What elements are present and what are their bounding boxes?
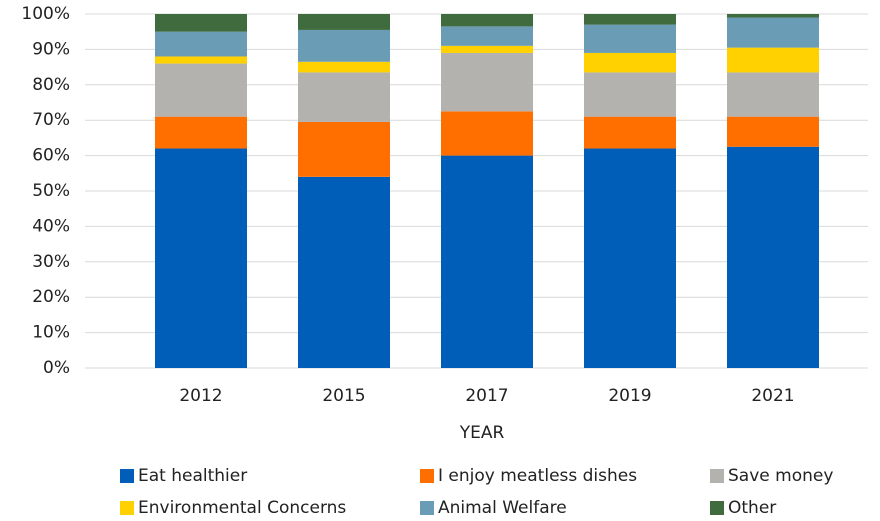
bar-segment bbox=[298, 29, 390, 62]
bar-segment bbox=[584, 52, 676, 73]
bar-segment bbox=[584, 14, 676, 25]
legend-label: Save money bbox=[728, 466, 833, 486]
legend-label: Eat healthier bbox=[138, 466, 247, 486]
x-tick-label: 2021 bbox=[751, 386, 794, 406]
legend-swatch bbox=[120, 501, 134, 515]
bar-segment bbox=[727, 72, 819, 117]
bar-segment bbox=[584, 72, 676, 117]
x-tick-label: 2012 bbox=[179, 386, 222, 406]
x-axis-label: YEAR bbox=[459, 423, 505, 443]
bar-segment bbox=[727, 47, 819, 73]
bar-segment bbox=[441, 52, 533, 112]
bar-segment bbox=[441, 26, 533, 46]
bar-segment bbox=[727, 14, 819, 18]
x-tick-label: 2017 bbox=[465, 386, 508, 406]
bar-segment bbox=[298, 121, 390, 177]
y-tick-label: 40% bbox=[32, 216, 70, 236]
y-tick-label: 80% bbox=[32, 75, 70, 95]
bar-segment bbox=[441, 45, 533, 53]
x-tick-label: 2019 bbox=[608, 386, 651, 406]
y-tick-label: 30% bbox=[32, 252, 70, 272]
bar-segment bbox=[298, 176, 390, 368]
x-tick-label: 2015 bbox=[322, 386, 365, 406]
y-tick-label: 90% bbox=[32, 39, 70, 59]
bar-segment bbox=[298, 14, 390, 30]
y-tick-label: 60% bbox=[32, 146, 70, 166]
bar-segment bbox=[155, 56, 247, 64]
y-tick-label: 0% bbox=[43, 358, 70, 378]
legend-swatch bbox=[420, 501, 434, 515]
bar-segment bbox=[441, 111, 533, 156]
legend-label: Environmental Concerns bbox=[138, 498, 346, 518]
bar-segment bbox=[155, 116, 247, 149]
y-tick-label: 100% bbox=[21, 4, 70, 24]
y-tick-label: 10% bbox=[32, 323, 70, 343]
bar-segment bbox=[155, 148, 247, 368]
bar-segment bbox=[584, 148, 676, 368]
bar-segment bbox=[584, 116, 676, 149]
bar-segment bbox=[441, 14, 533, 27]
bar-segment bbox=[584, 24, 676, 53]
bar-segment bbox=[727, 116, 819, 147]
bar-segment bbox=[155, 63, 247, 117]
y-tick-label: 20% bbox=[32, 287, 70, 307]
bar-segment bbox=[298, 72, 390, 122]
legend-swatch bbox=[710, 469, 724, 483]
bar-segment bbox=[298, 61, 390, 73]
legend-swatch bbox=[120, 469, 134, 483]
legend-label: Animal Welfare bbox=[438, 498, 567, 518]
bar-segment bbox=[155, 14, 247, 32]
bar-segment bbox=[727, 146, 819, 368]
bar-segment bbox=[441, 155, 533, 368]
bar-segment bbox=[727, 17, 819, 48]
legend-swatch bbox=[420, 469, 434, 483]
y-tick-label: 50% bbox=[32, 181, 70, 201]
y-tick-label: 70% bbox=[32, 110, 70, 130]
legend-label: I enjoy meatless dishes bbox=[438, 466, 637, 486]
legend-swatch bbox=[710, 501, 724, 515]
bar-segment bbox=[155, 31, 247, 57]
legend-label: Other bbox=[728, 498, 776, 518]
